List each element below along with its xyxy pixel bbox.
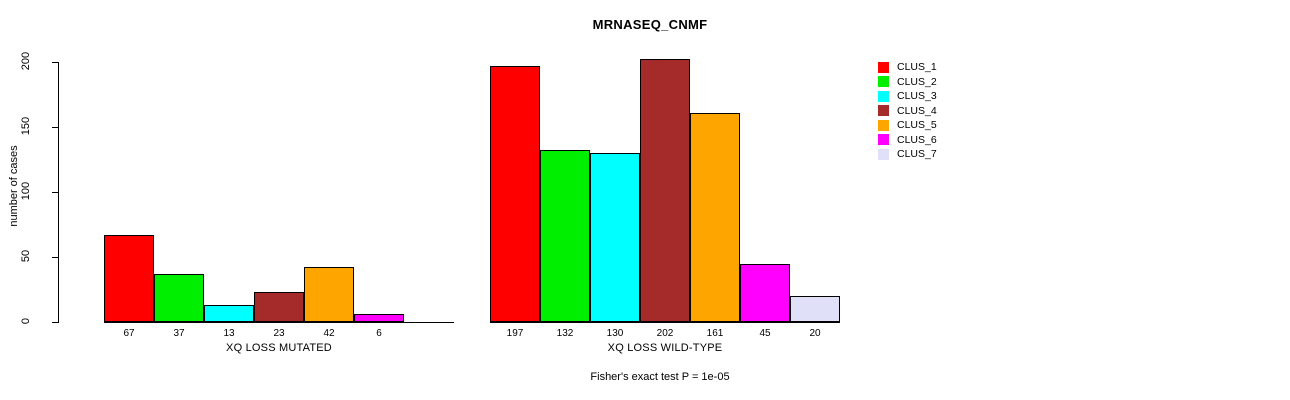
y-axis-tick-label: 100	[20, 181, 32, 201]
y-axis-tick-label: 50	[20, 249, 32, 263]
bar-value-label: 13	[223, 328, 235, 339]
x-axis-line	[104, 322, 454, 323]
legend-color-swatch	[878, 61, 889, 73]
bar-value-label: 132	[556, 328, 574, 339]
y-axis-tick-label: 0	[20, 317, 32, 325]
y-axis-tick-label: 150	[20, 116, 32, 136]
legend-item-label: CLUS_4	[897, 104, 937, 117]
legend-color-swatch	[878, 119, 889, 131]
bar[interactable]	[354, 314, 404, 322]
legend-item[interactable]: CLUS_3	[878, 89, 937, 104]
legend-item-label: CLUS_1	[897, 61, 937, 74]
bar[interactable]	[254, 292, 304, 322]
bar-value-label: 23	[273, 328, 285, 339]
y-axis-tick	[52, 62, 58, 63]
x-axis-label: XQ LOSS MUTATED	[226, 342, 332, 354]
bar-value-label: 197	[506, 328, 524, 339]
bar[interactable]	[590, 153, 640, 322]
bar[interactable]	[740, 263, 790, 322]
legend-item[interactable]: CLUS_1	[878, 60, 937, 75]
y-axis-tick	[52, 192, 58, 193]
legend: CLUS_1 CLUS_2 CLUS_3 CLUS_4 CLUS_5 CLUS_6 CLUS…	[878, 60, 937, 162]
legend-item-label: CLUS_3	[897, 90, 937, 103]
legend-item[interactable]: CLUS_2	[878, 75, 937, 90]
legend-item[interactable]: CLUS_7	[878, 147, 937, 162]
legend-item-label: CLUS_5	[897, 119, 937, 132]
chart-annotation: Fisher's exact test P = 1e-05	[590, 371, 730, 383]
bar-value-label: 37	[173, 328, 185, 339]
y-axis-tick	[52, 322, 58, 323]
y-axis-tick	[52, 257, 58, 258]
y-axis-line	[58, 62, 59, 323]
bar[interactable]	[790, 296, 840, 322]
legend-color-swatch	[878, 134, 889, 146]
bar[interactable]	[304, 267, 354, 322]
bar[interactable]	[690, 112, 740, 322]
legend-color-swatch	[878, 90, 889, 102]
y-axis-tick-label: 200	[20, 51, 32, 71]
bar-value-label: 6	[376, 328, 382, 339]
legend-item-label: CLUS_7	[897, 148, 937, 161]
bar-value-label: 20	[809, 328, 821, 339]
bar-value-label: 42	[323, 328, 335, 339]
legend-color-swatch	[878, 76, 889, 88]
y-axis-label: number of cases	[8, 145, 20, 227]
page-title: MRNASEQ_CNMF	[592, 17, 708, 32]
bar-value-label: 161	[706, 328, 724, 339]
bar[interactable]	[204, 305, 254, 322]
bar-value-label: 67	[123, 328, 135, 339]
legend-item[interactable]: CLUS_4	[878, 104, 937, 119]
legend-item-label: CLUS_2	[897, 75, 937, 88]
bar[interactable]	[540, 150, 590, 322]
legend-color-swatch	[878, 148, 889, 160]
bar[interactable]	[640, 59, 690, 322]
x-axis-label: XQ LOSS WILD-TYPE	[607, 342, 723, 354]
y-axis-tick	[52, 127, 58, 128]
bar[interactable]	[104, 234, 154, 322]
bar-value-label: 45	[759, 328, 771, 339]
legend-item[interactable]: CLUS_6	[878, 133, 937, 148]
x-axis-line	[490, 322, 840, 323]
bar-value-label: 130	[606, 328, 624, 339]
bar-value-label: 202	[656, 328, 674, 339]
legend-item[interactable]: CLUS_5	[878, 118, 937, 133]
legend-color-swatch	[878, 105, 889, 117]
bar[interactable]	[490, 65, 540, 322]
legend-item-label: CLUS_6	[897, 133, 937, 146]
bar[interactable]	[154, 273, 204, 322]
